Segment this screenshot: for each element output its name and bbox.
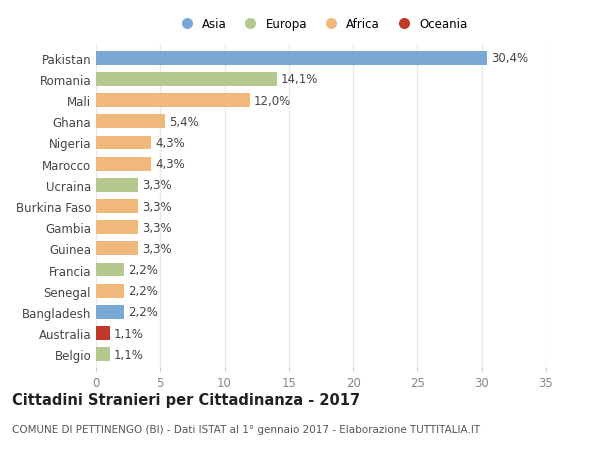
Text: Cittadini Stranieri per Cittadinanza - 2017: Cittadini Stranieri per Cittadinanza - 2… bbox=[12, 392, 360, 408]
Bar bbox=[96, 305, 124, 319]
Text: 3,3%: 3,3% bbox=[142, 200, 172, 213]
Bar bbox=[96, 263, 124, 277]
Bar bbox=[96, 179, 139, 192]
Bar bbox=[96, 157, 151, 171]
Text: 14,1%: 14,1% bbox=[281, 73, 319, 86]
Text: 5,4%: 5,4% bbox=[169, 116, 199, 129]
Bar bbox=[96, 221, 139, 235]
Text: COMUNE DI PETTINENGO (BI) - Dati ISTAT al 1° gennaio 2017 - Elaborazione TUTTITA: COMUNE DI PETTINENGO (BI) - Dati ISTAT a… bbox=[12, 425, 480, 435]
Text: 1,1%: 1,1% bbox=[114, 327, 144, 340]
Legend: Asia, Europa, Africa, Oceania: Asia, Europa, Africa, Oceania bbox=[170, 13, 472, 36]
Text: 3,3%: 3,3% bbox=[142, 242, 172, 255]
Text: 4,3%: 4,3% bbox=[155, 137, 185, 150]
Text: 2,2%: 2,2% bbox=[128, 285, 158, 297]
Text: 3,3%: 3,3% bbox=[142, 179, 172, 192]
Bar bbox=[96, 242, 139, 256]
Text: 1,1%: 1,1% bbox=[114, 348, 144, 361]
Bar bbox=[96, 284, 124, 298]
Bar bbox=[96, 347, 110, 361]
Text: 3,3%: 3,3% bbox=[142, 221, 172, 234]
Bar bbox=[96, 115, 166, 129]
Text: 2,2%: 2,2% bbox=[128, 306, 158, 319]
Bar bbox=[96, 94, 250, 108]
Bar bbox=[96, 326, 110, 340]
Text: 12,0%: 12,0% bbox=[254, 95, 292, 107]
Bar bbox=[96, 136, 151, 150]
Bar bbox=[96, 73, 277, 87]
Text: 4,3%: 4,3% bbox=[155, 158, 185, 171]
Bar bbox=[96, 200, 139, 213]
Text: 2,2%: 2,2% bbox=[128, 263, 158, 276]
Bar bbox=[96, 52, 487, 66]
Text: 30,4%: 30,4% bbox=[491, 52, 528, 65]
